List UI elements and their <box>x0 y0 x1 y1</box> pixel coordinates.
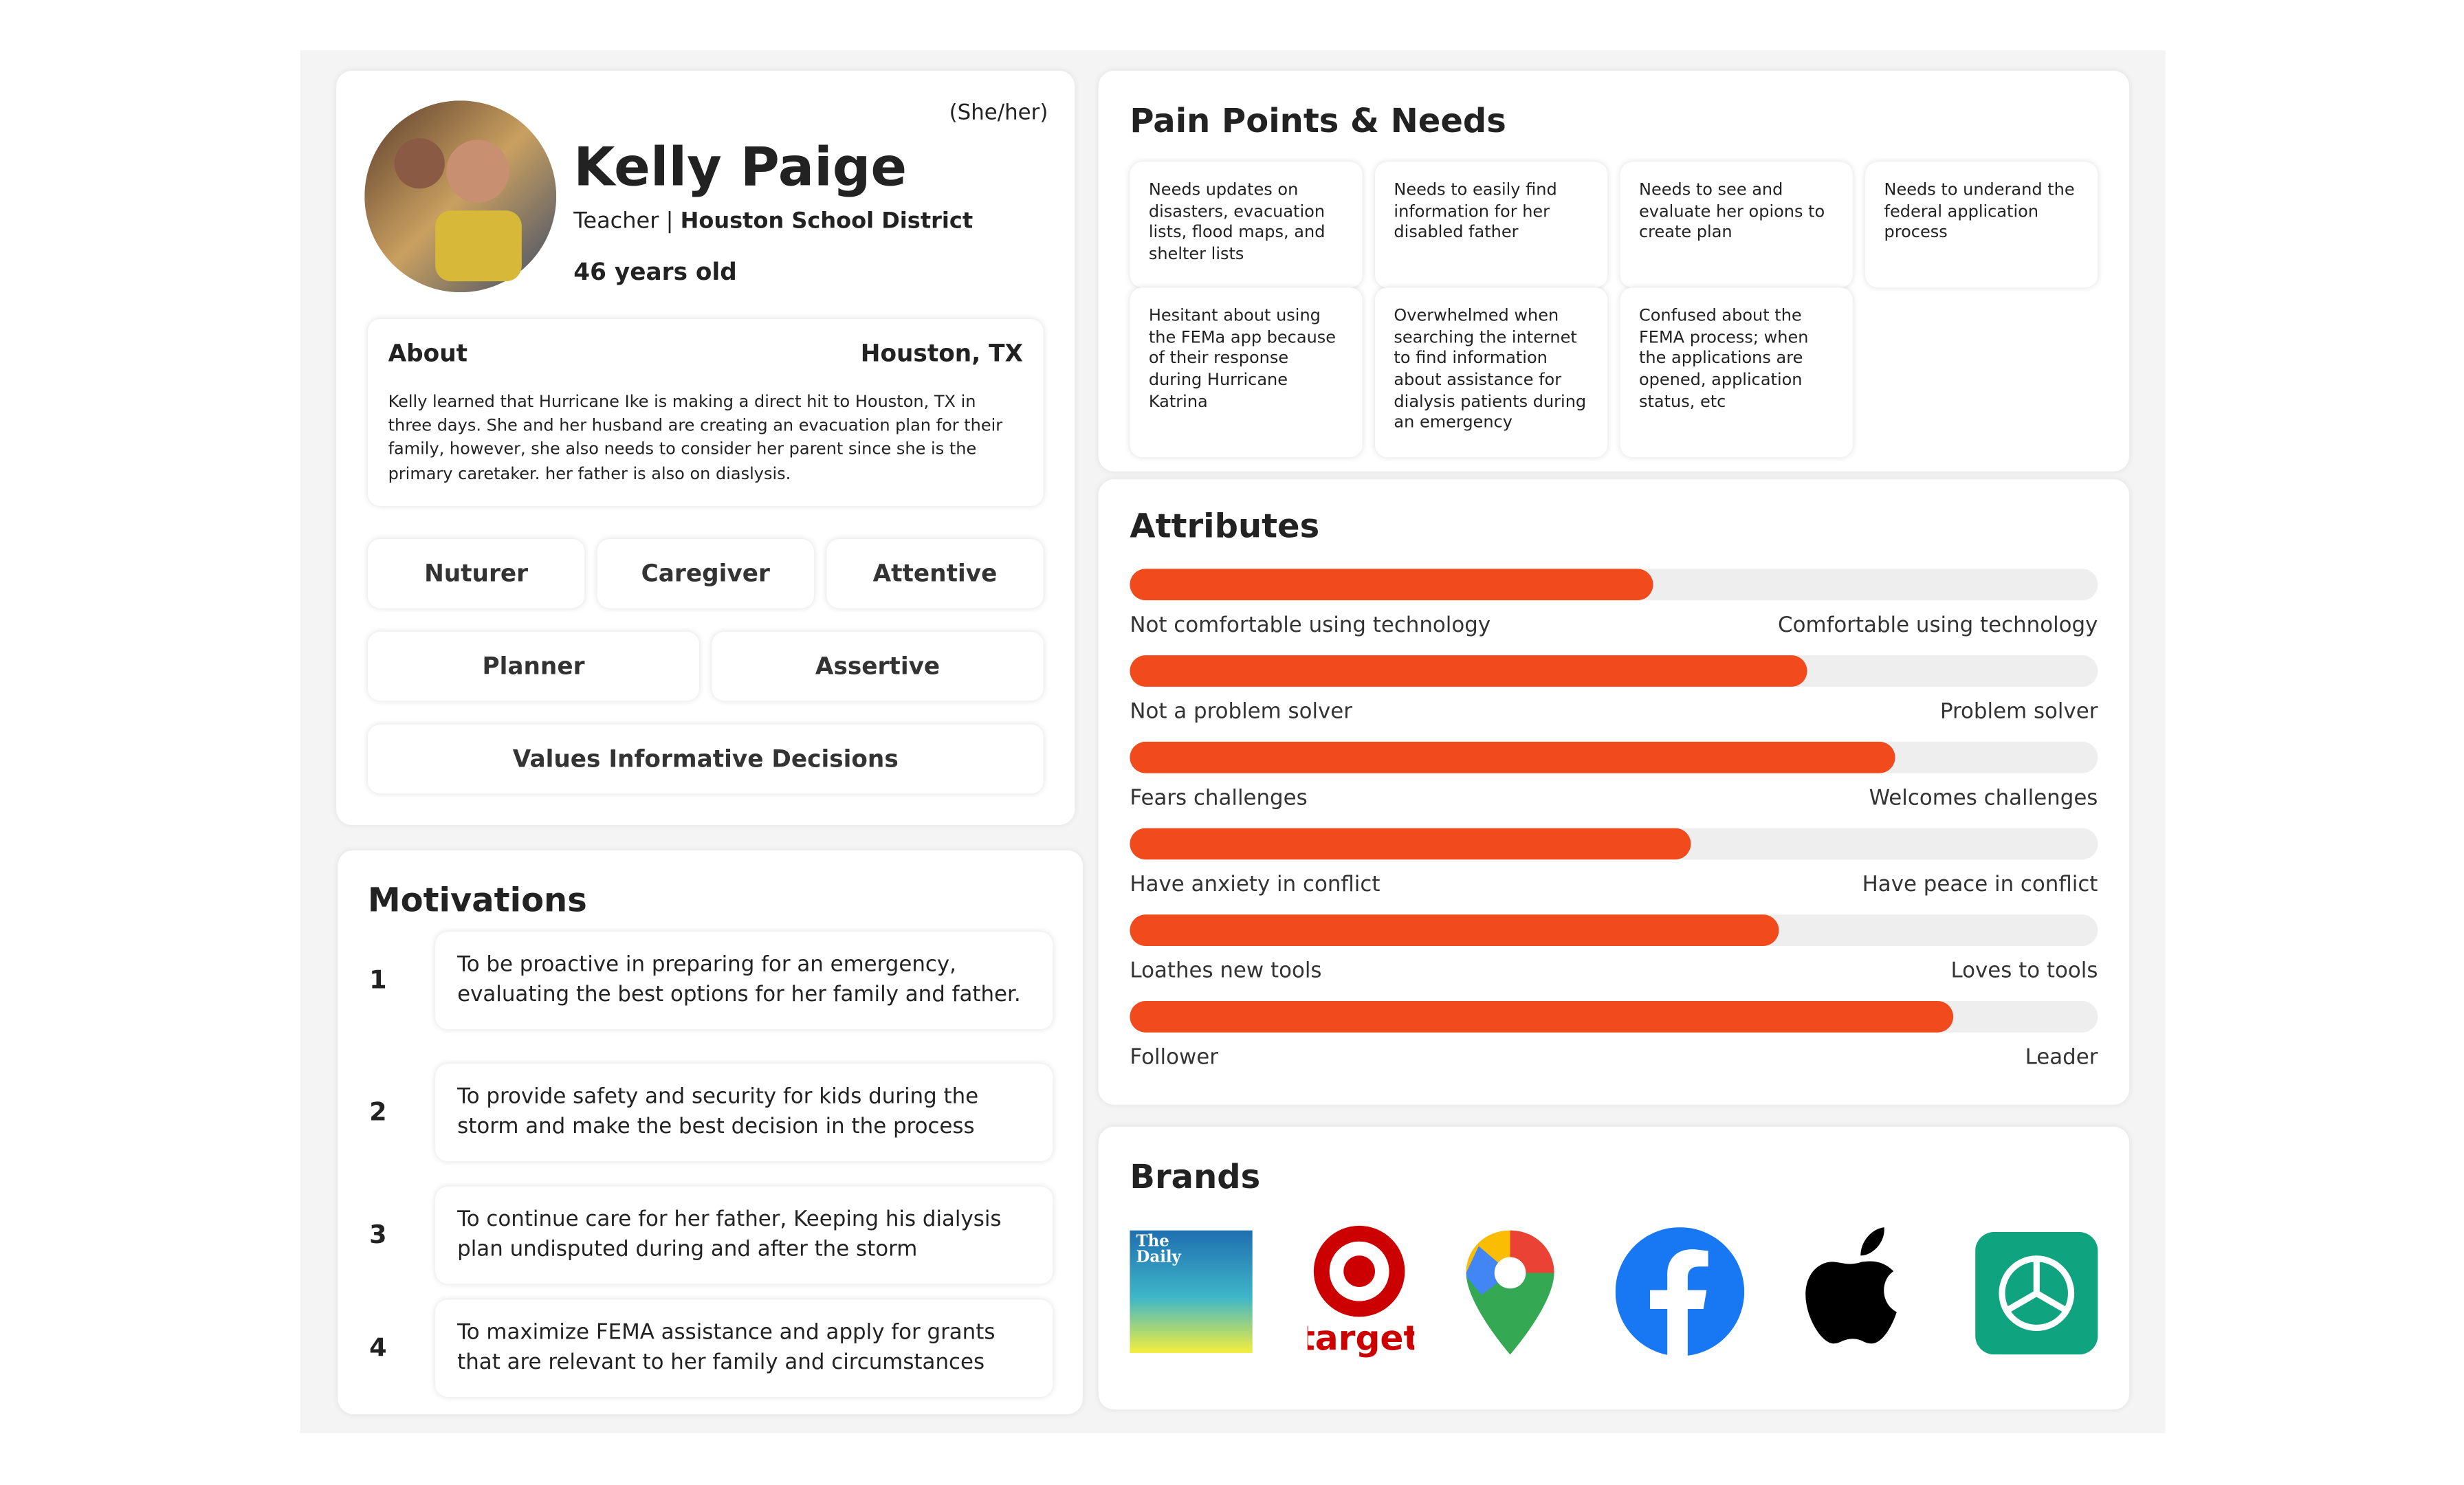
motivations-card: Motivations 1 To be proactive in preparin… <box>338 850 1083 1415</box>
motivation-number: 3 <box>369 1220 387 1251</box>
motivation: 1 To be proactive in preparing for an eme… <box>369 932 1053 1028</box>
trait-pill: Planner <box>367 631 700 701</box>
attribute-right: Comfortable using technology <box>1778 613 2098 638</box>
attribute-left: Loathes new tools <box>1130 958 1322 984</box>
the-daily-logo: The Daily <box>1130 1230 1253 1353</box>
pain-title: Pain Points & Needs <box>1130 102 1506 140</box>
motivation: 3 To continue care for her father, Keepin… <box>369 1187 1053 1284</box>
about-title: About <box>388 339 468 368</box>
apple-logo <box>1805 1227 1897 1344</box>
pain-point: Needs to easily find information for her… <box>1374 162 1608 288</box>
attribute-right: Welcomes challenges <box>1869 785 2098 811</box>
pain-point: Overwhelmed when searching the internet … <box>1374 287 1608 458</box>
bar-fill <box>1130 1000 1953 1033</box>
attributes-card: Attributes Not comfortable using technol… <box>1098 479 2130 1105</box>
trait-pill: Nuturer <box>367 538 585 608</box>
attribute-left: Have anxiety in conflict <box>1130 872 1380 898</box>
trait-pill: Assertive <box>712 631 1044 701</box>
attribute-right: Have peace in conflict <box>1862 872 2098 898</box>
motivation-text: To provide safety and security for kids … <box>435 1064 1053 1160</box>
facebook-logo <box>1615 1227 1745 1356</box>
pain-point: Hesitant about using the FEMa app becaus… <box>1130 287 1363 458</box>
motivation: 4 To maximize FEMA assistance and apply f… <box>369 1299 1053 1396</box>
brands-card: Brands The Daily target <box>1098 1126 2130 1410</box>
trait-pill: Values Informative Decisions <box>367 724 1044 794</box>
avatar <box>364 100 557 293</box>
maps-logo <box>1466 1230 1554 1355</box>
bar-fill <box>1130 828 1692 860</box>
attributes-title: Attributes <box>1130 507 1320 546</box>
pain-point: Confused about the FEMA process; when th… <box>1620 287 1853 458</box>
daily-label: The Daily <box>1136 1233 1181 1267</box>
attribute-right: Leader <box>2025 1044 2098 1070</box>
role: Teacher <box>573 208 659 234</box>
bar-fill <box>1130 569 1653 601</box>
pain-point: Needs updates on disasters, evacuation l… <box>1130 162 1363 288</box>
pain-point: Needs to see and evaluate her opions to … <box>1620 162 1853 288</box>
attribute-left: Not comfortable using technology <box>1130 613 1491 638</box>
district: Houston School District <box>680 208 974 234</box>
attribute-right: Problem solver <box>1939 699 2098 725</box>
pain-point: Needs to underand the federal applicatio… <box>1865 162 2098 288</box>
motivation-text: To continue care for her father, Keeping… <box>435 1187 1053 1284</box>
bar-fill <box>1130 655 1807 687</box>
brands-title: Brands <box>1130 1158 1261 1196</box>
motivation: 2 To provide safety and security for kids… <box>369 1064 1053 1160</box>
motivations-title: Motivations <box>367 881 587 920</box>
motivation-number: 4 <box>369 1333 387 1363</box>
about-text: Kelly learned that Hurricane Ike is maki… <box>388 393 1003 484</box>
bar-fill <box>1130 741 1895 773</box>
attribute-left: Follower <box>1130 1044 1218 1070</box>
pain-card: Pain Points & Needs Needs updates on dis… <box>1098 70 2130 472</box>
motivation-text: To maximize FEMA assistance and apply fo… <box>435 1299 1053 1396</box>
trait-pill: Caregiver <box>597 538 814 608</box>
trait-pill: Attentive <box>826 538 1044 608</box>
motivation-text: To be proactive in preparing for an emer… <box>435 932 1053 1028</box>
about-box: About Houston, TX Kelly learned that Hur… <box>368 319 1044 506</box>
target-label: target <box>1308 1317 1414 1358</box>
attribute-left: Fears challenges <box>1130 785 1308 811</box>
pronouns: (She/her) <box>949 100 1048 126</box>
name: Kelly Paige <box>573 136 908 200</box>
role-line: Teacher | Houston School District <box>573 208 974 234</box>
bar-fill <box>1130 914 1779 946</box>
motivation-number: 2 <box>369 1097 387 1128</box>
motivation-number: 1 <box>369 965 387 996</box>
age: 46 years old <box>573 257 737 286</box>
attribute-right: Loves to tools <box>1950 958 2098 984</box>
chatgpt-logo <box>1975 1231 2098 1355</box>
profile-card: (She/her) Kelly Paige Teacher | Houston … <box>336 70 1075 825</box>
target-logo: target <box>1308 1225 1414 1358</box>
location: Houston, TX <box>860 339 1023 368</box>
attribute-left: Not a problem solver <box>1130 699 1352 725</box>
